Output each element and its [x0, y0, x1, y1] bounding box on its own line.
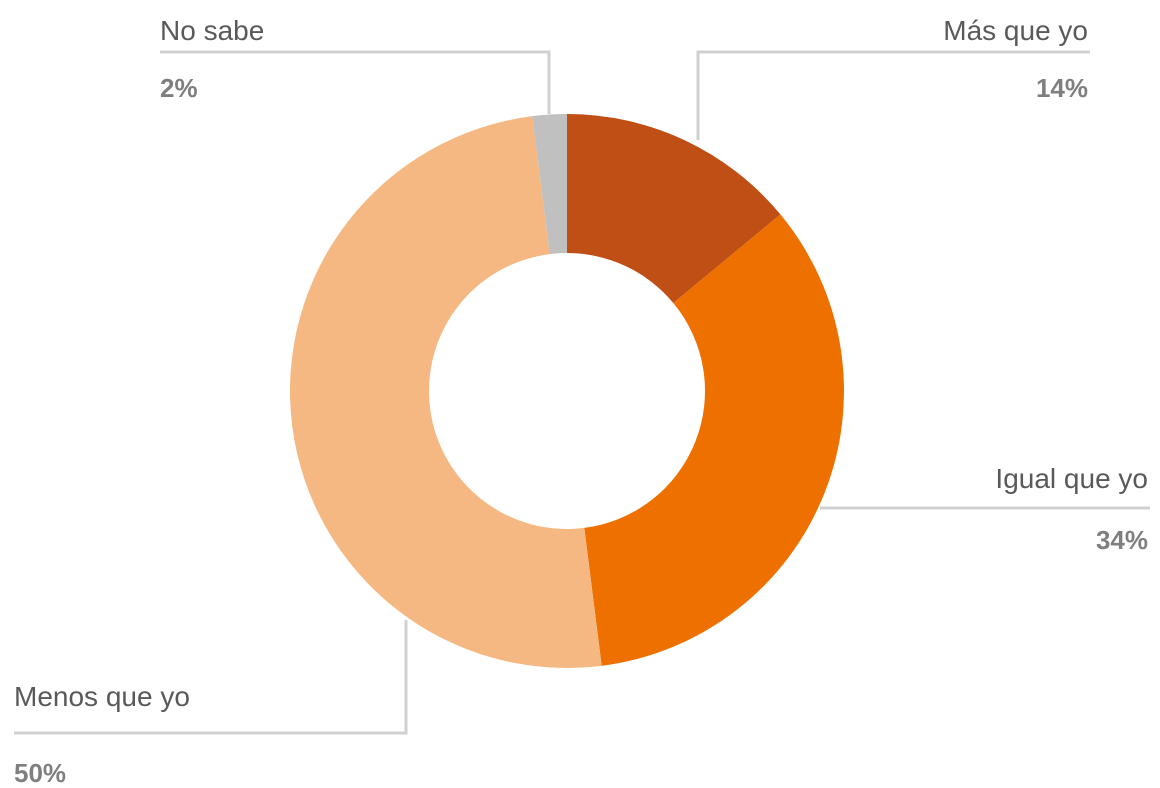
leader-line	[160, 50, 551, 114]
value-label: 2%	[160, 73, 198, 103]
donut-slice	[532, 114, 567, 255]
value-label: 50%	[14, 758, 66, 788]
value-label: 34%	[1096, 525, 1148, 555]
category-label: Menos que yo	[14, 681, 190, 712]
category-label: No sabe	[160, 15, 264, 46]
value-label: 14%	[1036, 73, 1088, 103]
donut-slice	[289, 116, 602, 669]
category-label: Igual que yo	[995, 463, 1148, 494]
category-label: Más que yo	[943, 15, 1088, 46]
donut-slice	[584, 214, 845, 666]
donut-slice	[567, 114, 781, 304]
leader-line	[14, 620, 408, 735]
leader-line	[696, 50, 1090, 140]
